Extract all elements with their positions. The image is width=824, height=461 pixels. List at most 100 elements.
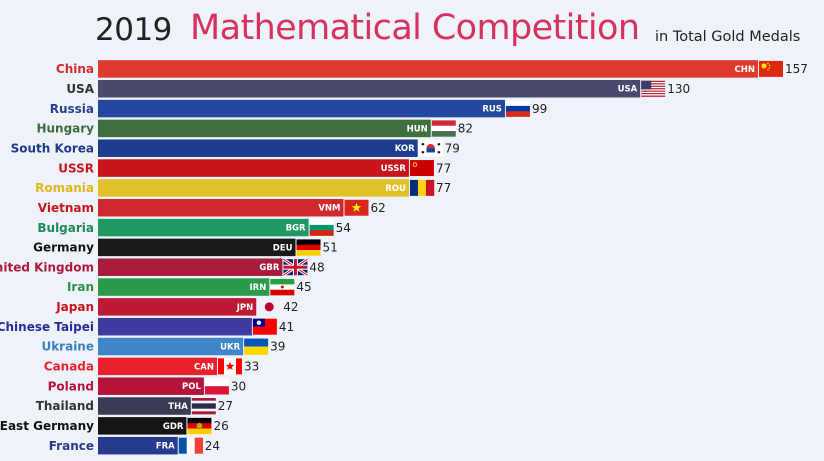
country-code-label: BGR <box>286 224 306 234</box>
usa-flag-icon <box>641 80 666 97</box>
bar-group-united-kingdom: United Kingdom GBR 48 <box>0 257 325 277</box>
country-code-label: UKR <box>220 343 240 353</box>
value-label: 48 <box>309 260 324 274</box>
bar-usa <box>98 79 641 98</box>
japan-flag-icon <box>264 302 274 312</box>
bar-ussr <box>98 159 409 177</box>
country-code-label: RUS <box>482 105 502 115</box>
uk-flag-icon <box>282 257 309 277</box>
country-code-label: ROU <box>385 184 406 194</box>
bar-group-east-germany: East Germany GDR 26 <box>0 417 229 435</box>
category-label: Romania <box>35 181 94 195</box>
country-code-label: JPN <box>236 303 254 313</box>
bar-iran <box>98 278 270 296</box>
bar-group-iran: Iran IRN 45 <box>67 278 312 296</box>
bar-hungary <box>98 119 431 138</box>
category-label: Thailand <box>36 399 94 413</box>
bar-south-korea <box>98 139 418 157</box>
bulgaria-flag-icon <box>309 219 334 236</box>
bar-group-bulgaria: Bulgaria BGR 54 <box>37 218 351 237</box>
value-label: 26 <box>213 419 228 433</box>
bar-group-south-korea: South Korea KOR 79 <box>11 139 460 157</box>
country-code-label: THA <box>168 402 188 412</box>
value-label: 157 <box>785 62 808 76</box>
value-label: 42 <box>283 300 298 314</box>
category-label: Bulgaria <box>37 221 94 235</box>
south-korea-flag-icon <box>418 140 443 157</box>
value-label: 79 <box>445 141 460 155</box>
thailand-flag-icon <box>191 398 216 415</box>
bar-group-ukraine: Ukraine UKR 39 <box>41 337 285 356</box>
ussr-flag-icon <box>409 160 434 177</box>
value-label: 54 <box>336 221 351 235</box>
value-label: 45 <box>296 280 311 294</box>
bar-group-thailand: Thailand THA 27 <box>36 397 233 415</box>
bar-france <box>98 436 178 455</box>
category-label: China <box>56 62 94 76</box>
category-label: Iran <box>67 280 94 294</box>
canada-flag-icon <box>217 358 242 375</box>
country-code-label: HUN <box>407 124 428 134</box>
hungary-flag-icon <box>431 120 456 137</box>
vietnam-flag-icon <box>344 199 369 216</box>
country-code-label: USSR <box>381 164 407 174</box>
bar-thailand <box>98 397 191 415</box>
value-label: 82 <box>458 122 473 136</box>
category-label: Chinese Taipei <box>0 320 94 334</box>
chinese-taipei-flag-icon <box>252 318 277 335</box>
category-label: Canada <box>44 360 94 374</box>
iran-flag-icon <box>270 279 295 296</box>
category-label: USA <box>66 82 94 96</box>
country-code-label: CAN <box>194 362 214 372</box>
bar-group-france: France FRA 24 <box>49 436 220 455</box>
category-label: Ukraine <box>41 340 94 354</box>
country-code-label: DEU <box>273 243 293 253</box>
romania-flag-icon <box>409 179 435 196</box>
value-label: 77 <box>436 181 451 195</box>
bar-group-japan: Japan JPN 42 <box>55 298 299 316</box>
bar-china <box>98 60 758 78</box>
value-label: 30 <box>231 379 246 393</box>
value-label: 41 <box>279 320 294 334</box>
chart-title: Mathematical Competition <box>190 8 640 48</box>
category-label: USSR <box>58 161 94 175</box>
bar-group-russia: Russia RUS 99 <box>50 99 547 118</box>
value-label: 51 <box>323 241 338 255</box>
category-label: Poland <box>48 379 94 393</box>
country-code-label: CHN <box>735 65 755 75</box>
ukraine-flag-icon <box>244 338 269 355</box>
category-label: Vietnam <box>38 201 94 215</box>
germany-flag-icon <box>296 239 321 256</box>
bar-group-vietnam: Vietnam VNM 62 <box>38 198 386 217</box>
bar-group-usa: USA USA 130 <box>66 79 690 98</box>
bar-group-hungary: Hungary HUN 82 <box>36 119 473 138</box>
bar-canada <box>98 357 217 376</box>
value-label: 62 <box>371 201 386 215</box>
bar-germany <box>98 238 296 257</box>
country-code-label: VNM <box>318 204 340 214</box>
value-label: 130 <box>667 82 690 96</box>
value-label: 99 <box>532 102 547 116</box>
bar-russia <box>98 99 505 118</box>
bar-group-germany: Germany DEU 51 <box>33 238 338 257</box>
country-code-label: GDR <box>163 422 184 432</box>
bar-group-chinese-taipei: Chinese Taipei 41 <box>0 317 294 336</box>
bar-group-poland: Poland POL 30 <box>48 377 246 395</box>
country-code-label: KOR <box>395 144 415 154</box>
bar-united-kingdom <box>98 258 283 276</box>
bar-group-china: China CHN 157 <box>56 60 808 78</box>
russia-flag-icon <box>505 100 530 117</box>
china-flag-icon <box>759 60 783 77</box>
bar-vietnam <box>98 198 344 217</box>
value-label: 33 <box>244 360 259 374</box>
category-label: Hungary <box>36 122 94 136</box>
year-label: 2019 <box>95 12 172 48</box>
bar-romania <box>98 179 409 197</box>
france-flag-icon <box>178 437 204 454</box>
category-label: Germany <box>33 241 94 255</box>
category-label: France <box>49 439 94 453</box>
category-label: United Kingdom <box>0 260 94 274</box>
category-label: Japan <box>55 300 94 314</box>
